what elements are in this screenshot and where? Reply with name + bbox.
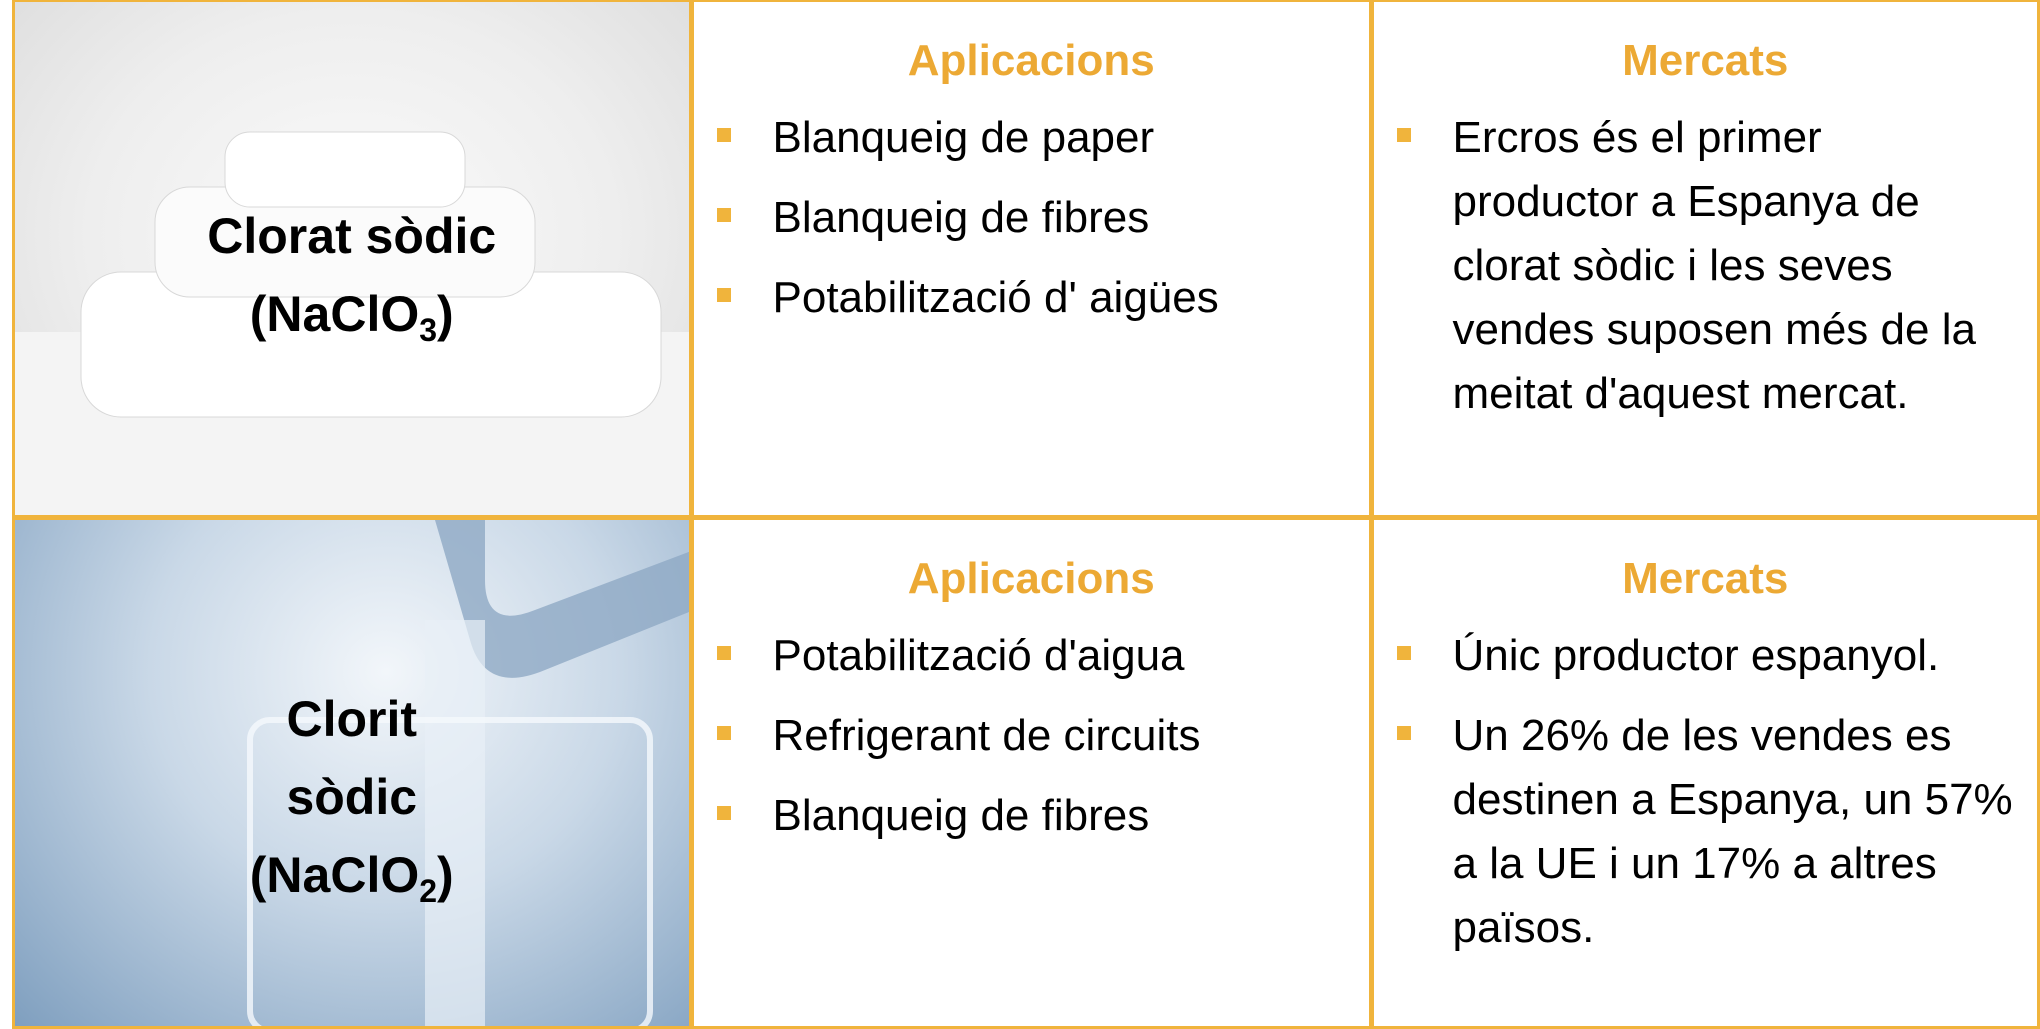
product-name: Clorat sòdic (NaClO3) [15,197,690,353]
column-heading: Mercats [1622,35,1789,85]
markets-cell: Mercats Ercros és el primer productor a … [1370,0,2040,518]
formula-subscript: 2 [419,872,438,909]
product-label: Clorat sòdic [207,207,497,264]
formula: (NaClO [249,846,420,903]
bullet-item: Blanqueig de fibres [716,784,1370,848]
water-image: Clorit sòdic (NaClO2) [11,516,692,1029]
formula-subscript: 3 [419,311,438,348]
bullet-item: Un 26% de les vendes es destinen a Espan… [1396,704,2018,960]
glass [246,716,653,1027]
bullet-item: Potabilització d' aigües [716,266,1370,330]
bullet-list: Únic productor espanyol. Un 26% de les ve… [1374,624,2038,960]
towel-illustration [14,131,690,516]
formula: ) [437,846,454,903]
bullet-list: Blanqueig de paper Blanqueig de fibres Pot… [694,106,1370,330]
product-label: Clorit sòdic [286,690,418,825]
towel [224,131,465,207]
column-heading: Aplicacions [907,35,1155,85]
towel-image: Clorat sòdic (NaClO3) [11,0,692,518]
bullet-item: Ercros és el primer productor a Espanya … [1396,106,2018,426]
water-illustration [246,519,690,1027]
bullet-item: Blanqueig de fibres [716,186,1370,250]
column-heading: Mercats [1622,553,1789,603]
markets-cell: Mercats Únic productor espanyol. Un 26% d… [1370,516,2040,1029]
bullet-list: Ercros és el primer productor a Espanya … [1374,106,2038,426]
product-name: Clorit sòdic (NaClO2) [15,680,690,914]
bullet-list: Potabilització d'aigua Refrigerant de cir… [694,624,1370,848]
product-table: Clorat sòdic (NaClO3) Aplicacions Blanqu… [11,0,2040,1029]
faucet [434,519,690,678]
column-heading: Aplicacions [907,553,1155,603]
bullet-item: Blanqueig de paper [716,106,1370,170]
formula: (NaClO [249,285,420,342]
applications-cell: Aplicacions Blanqueig de paper Blanqueig … [690,0,1372,518]
bullet-item: Únic productor espanyol. [1396,624,2018,688]
formula: ) [437,285,454,342]
bullet-item: Refrigerant de circuits [716,704,1370,768]
bullet-item: Potabilització d'aigua [716,624,1370,688]
water-stream [424,619,485,1027]
applications-cell: Aplicacions Potabilització d'aigua Refrig… [690,516,1372,1029]
